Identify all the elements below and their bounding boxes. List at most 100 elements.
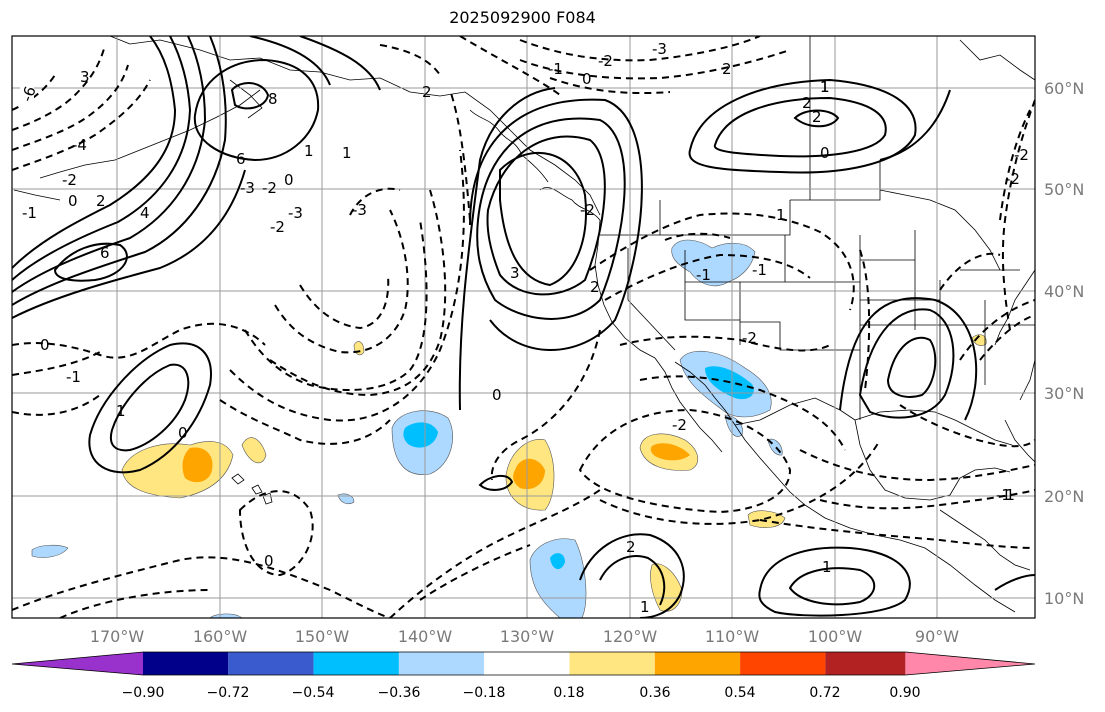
map-title: 2025092900 F084 bbox=[449, 8, 596, 27]
contour-label: 2 bbox=[422, 83, 432, 101]
contour-label: -2 bbox=[262, 179, 277, 197]
colorbar-tick-label: 0.72 bbox=[809, 685, 840, 701]
lat-label: 60°N bbox=[1044, 79, 1084, 98]
contour-label: 6 bbox=[236, 150, 246, 168]
contour-label: 2 bbox=[96, 192, 106, 210]
contour-label: -2 bbox=[742, 329, 757, 347]
lon-label: 110°W bbox=[705, 627, 760, 646]
lat-label: 10°N bbox=[1044, 589, 1084, 608]
contour-label: 1 bbox=[820, 78, 830, 96]
colorbar-bin bbox=[825, 652, 906, 675]
lon-label: 120°W bbox=[603, 627, 658, 646]
contour-label: -2 bbox=[1005, 170, 1020, 188]
contour-label: 0 bbox=[264, 552, 274, 570]
contour-label: 3 bbox=[80, 68, 90, 86]
contour-label: 1 bbox=[776, 206, 786, 224]
contour-label: -2 bbox=[580, 201, 595, 219]
contour-label: -2 bbox=[672, 416, 687, 434]
colorbar-tick-label: 0.36 bbox=[639, 685, 670, 701]
contour-label: -2 bbox=[1014, 146, 1029, 164]
contour-label: -1 bbox=[548, 60, 563, 78]
contour-label: 2 bbox=[802, 94, 812, 112]
contour-label: -1 bbox=[66, 368, 81, 386]
contour-label: 1 bbox=[304, 142, 314, 160]
contour-label: 8 bbox=[268, 90, 278, 108]
contour-label: 0 bbox=[582, 70, 592, 88]
colorbar-bin bbox=[313, 652, 399, 675]
lon-label: 100°W bbox=[808, 627, 863, 646]
contours-positive bbox=[12, 36, 1035, 618]
contour-label: 2 bbox=[722, 60, 732, 78]
colorbar: −0.90 −0.72 −0.54 −0.36 −0.18 0.18 0.36 … bbox=[11, 651, 1036, 701]
lat-label: 30°N bbox=[1044, 384, 1084, 403]
contour-label: -3 bbox=[652, 40, 667, 58]
coastlines bbox=[13, 36, 1035, 613]
colorbar-tick-label: 0.18 bbox=[553, 685, 584, 701]
colorbar-bin bbox=[654, 652, 741, 675]
colorbar-bin bbox=[740, 652, 826, 675]
contour-label: 1 bbox=[822, 558, 832, 576]
contour-label: 2 bbox=[590, 278, 600, 296]
contour-label: 2 bbox=[626, 538, 636, 556]
map-frame bbox=[11, 35, 1036, 619]
contour-label: 3 bbox=[510, 264, 520, 282]
lat-label: 50°N bbox=[1044, 180, 1084, 199]
map-panel: -6 3 -4 -2 0 -1 2 8 6 4 6 -3 -2 0 1 -2 -… bbox=[12, 36, 1035, 618]
colorbar-bin bbox=[569, 652, 655, 675]
contour-labels: -6 3 -4 -2 0 -1 2 8 6 4 6 -3 -2 0 1 -2 -… bbox=[18, 40, 1029, 616]
lon-label: 130°W bbox=[500, 627, 555, 646]
contour-label: -1 bbox=[996, 486, 1011, 504]
contour-label: 1 bbox=[116, 402, 126, 420]
lat-label: 20°N bbox=[1044, 487, 1084, 506]
lon-labels: 170°W 160°W 150°W 140°W 130°W 120°W 110°… bbox=[90, 627, 959, 646]
colorbar-tick-label: −0.54 bbox=[292, 685, 335, 701]
contour-label: -1 bbox=[696, 266, 711, 284]
contour-label: 0 bbox=[178, 424, 188, 442]
colorbar-bin bbox=[12, 652, 143, 675]
contour-label: 0 bbox=[492, 386, 502, 404]
contour-label: -3 bbox=[352, 201, 367, 219]
contour-label: -3 bbox=[288, 204, 303, 222]
lon-label: 140°W bbox=[398, 627, 453, 646]
colorbar-outline bbox=[11, 651, 1036, 676]
contour-label: -6 bbox=[18, 84, 40, 104]
contour-label: 6 bbox=[100, 244, 110, 262]
lon-label: 160°W bbox=[193, 627, 248, 646]
contour-label: -1 bbox=[22, 204, 37, 222]
contour-label: 1 bbox=[820, 78, 830, 96]
contour-label: 0 bbox=[284, 171, 294, 189]
colorbar-tick-label: −0.36 bbox=[378, 685, 421, 701]
contour-label: 1 bbox=[342, 144, 352, 162]
lat-labels: 60°N 50°N 40°N 30°N 20°N 10°N bbox=[1044, 79, 1084, 608]
contour-label: 0 bbox=[68, 192, 78, 210]
colorbar-tick-label: −0.90 bbox=[122, 685, 165, 701]
contour-label: -2 bbox=[598, 52, 613, 70]
colorbar-bin bbox=[905, 652, 1035, 675]
graticule bbox=[12, 36, 1035, 618]
lat-label: 40°N bbox=[1044, 282, 1084, 301]
colorbar-tick-label: 0.54 bbox=[724, 685, 755, 701]
contour-label: 2 bbox=[812, 108, 822, 126]
contour-label: -2 bbox=[270, 218, 285, 236]
colorbar-bin bbox=[484, 652, 570, 675]
lon-label: 150°W bbox=[295, 627, 350, 646]
contour-label: -2 bbox=[62, 171, 77, 189]
colorbar-tick-label: −0.18 bbox=[463, 685, 506, 701]
contour-label: 0 bbox=[820, 144, 830, 162]
colorbar-tick-label: 0.90 bbox=[889, 685, 920, 701]
lon-label: 170°W bbox=[90, 627, 145, 646]
colorbar-tick-label: −0.72 bbox=[207, 685, 250, 701]
lon-label: 90°W bbox=[915, 627, 959, 646]
colorbar-bin bbox=[143, 652, 229, 675]
colorbar-bin bbox=[228, 652, 314, 675]
contour-label: -1 bbox=[1000, 486, 1015, 504]
contour-label: 0 bbox=[40, 336, 50, 354]
colorbar-bin bbox=[398, 652, 485, 675]
contour-label: -1 bbox=[752, 261, 767, 279]
contour-label: -3 bbox=[240, 179, 255, 197]
contours-negative bbox=[12, 36, 1035, 618]
shaded-anomalies bbox=[31, 239, 987, 618]
contour-label: 1 bbox=[640, 598, 650, 616]
contour-label: -4 bbox=[72, 136, 87, 154]
